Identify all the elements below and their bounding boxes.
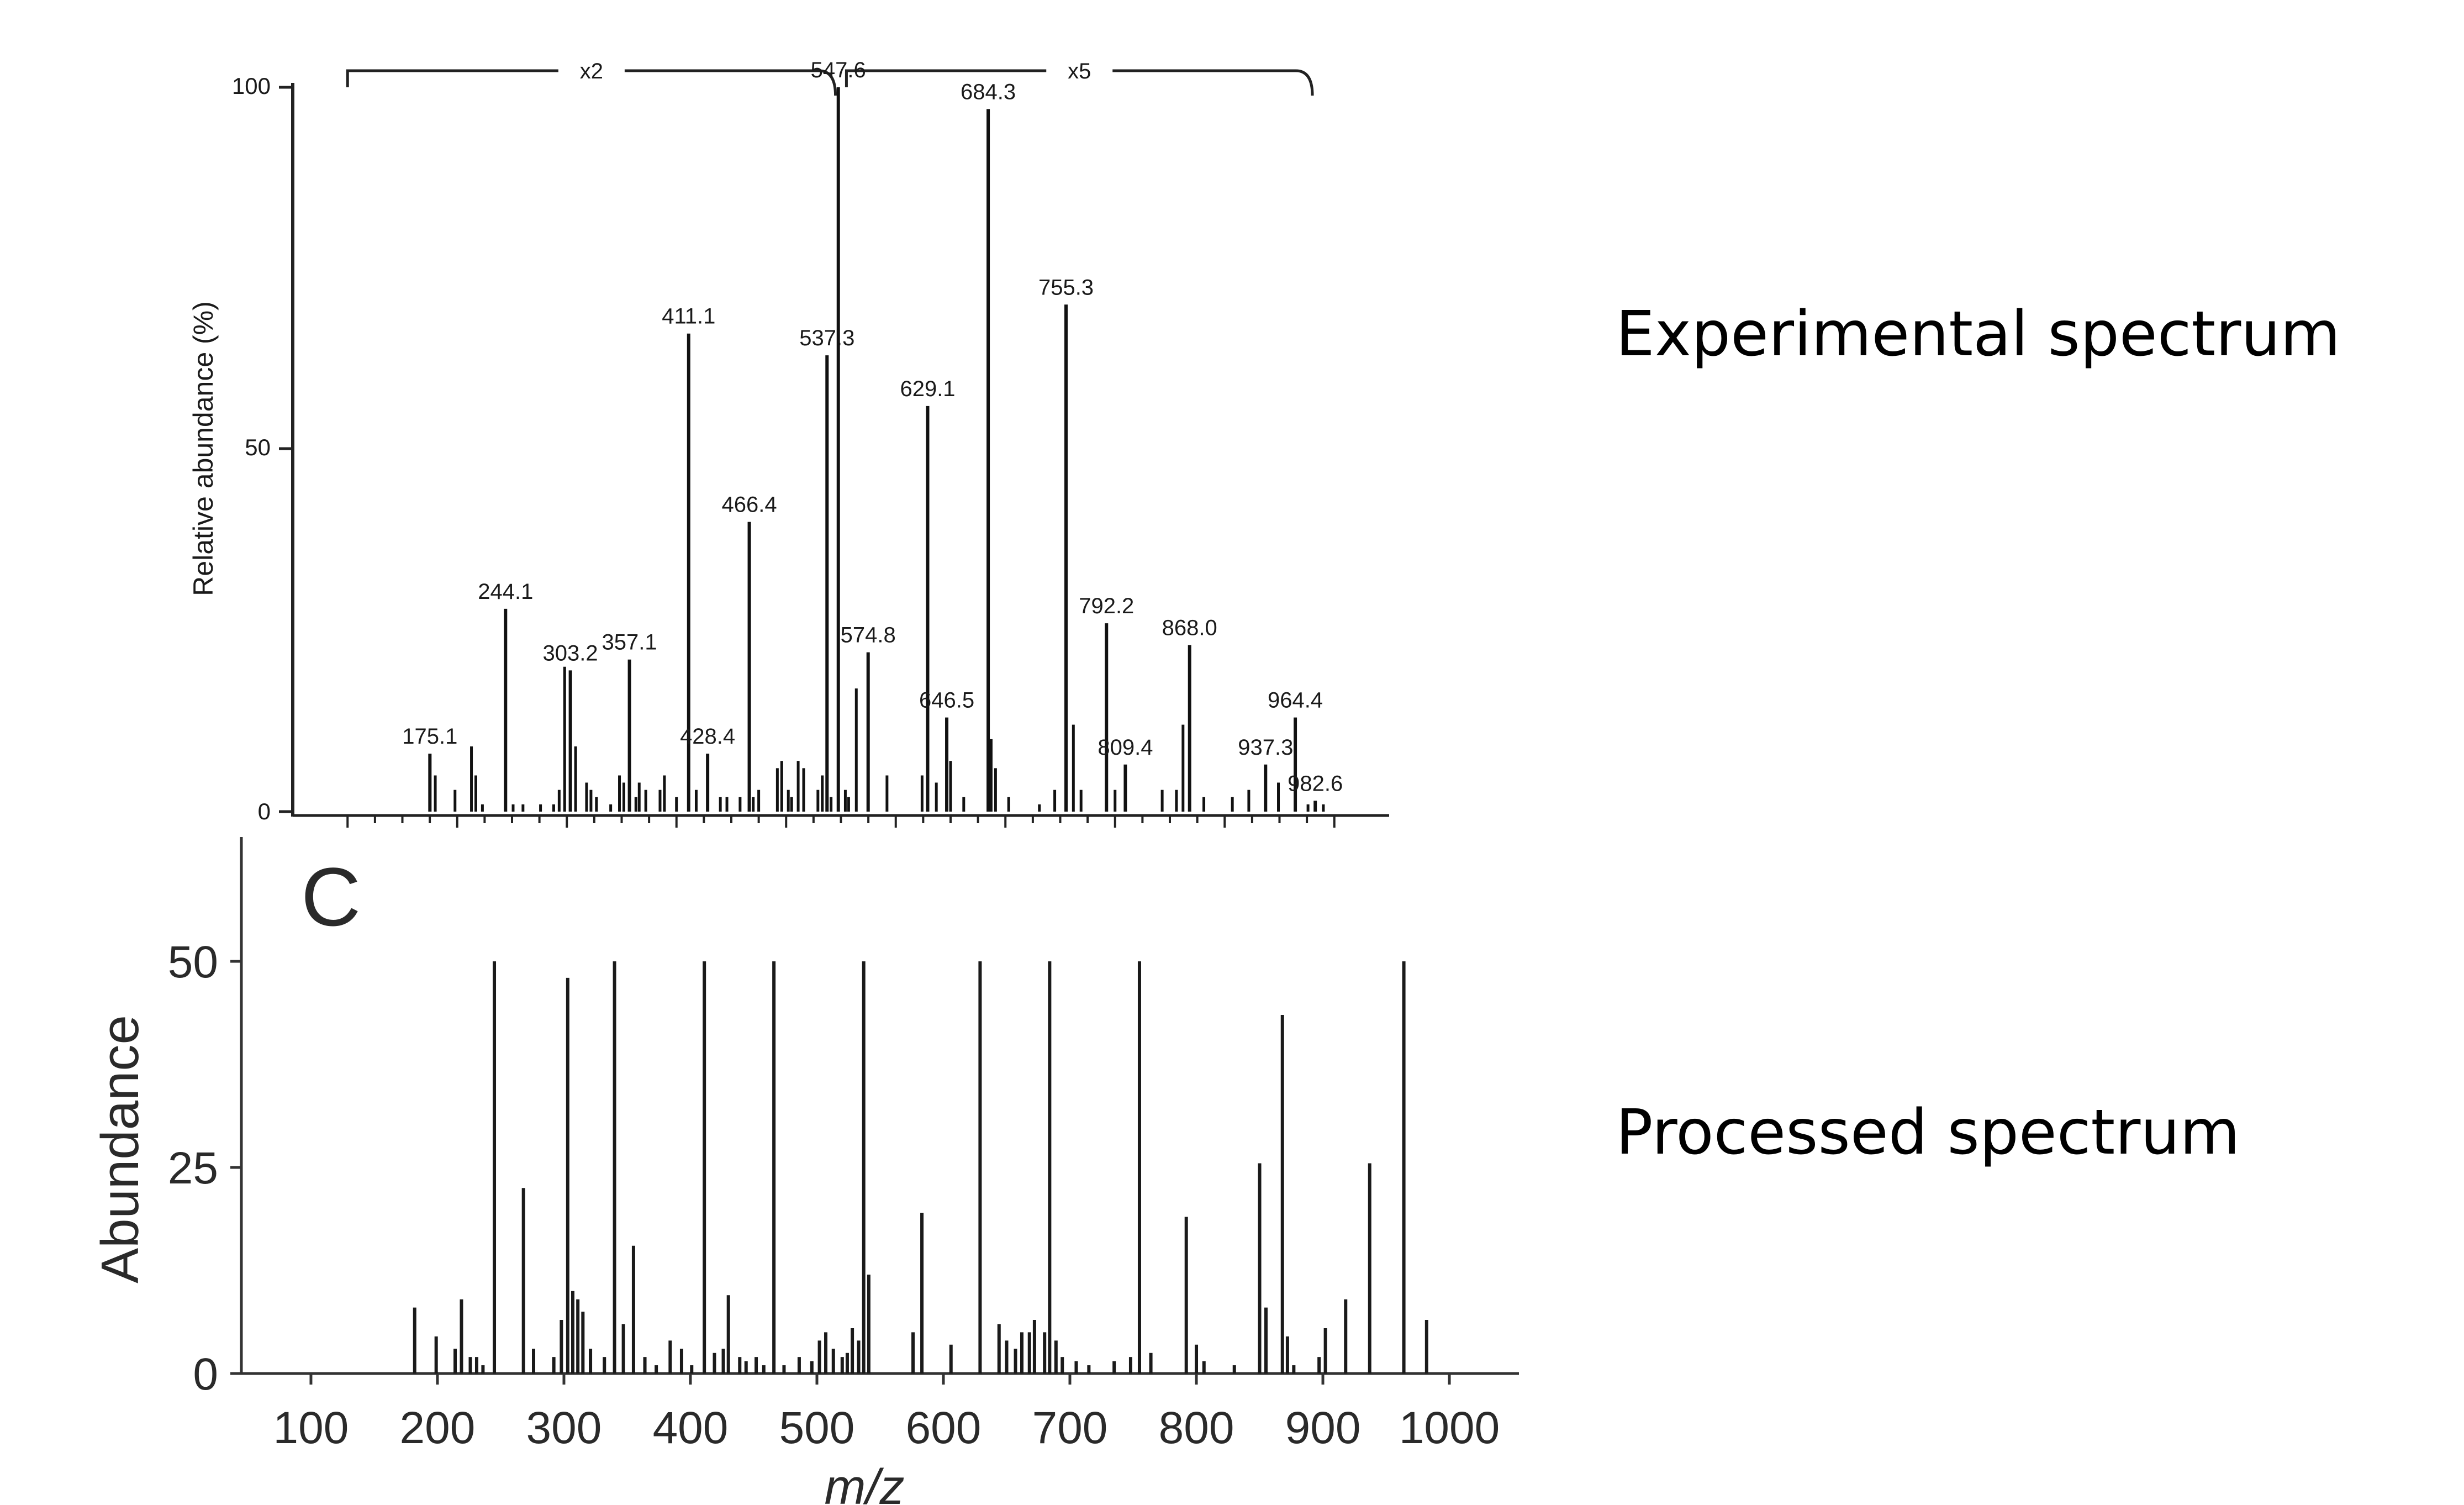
scale-bracket-right xyxy=(1112,69,1314,96)
bottom-peaks xyxy=(413,961,1428,1374)
top-peak-label: 537.3 xyxy=(799,326,854,350)
top-peak-label: 357.1 xyxy=(602,630,657,655)
top-y-tick-label-100: 100 xyxy=(232,73,271,99)
top-y-axis-label: Relative abundance (%) xyxy=(188,301,219,596)
top-peak-label: 937.3 xyxy=(1238,735,1293,760)
top-peak-label: 755.3 xyxy=(1038,275,1094,299)
bottom-y-tick-label-0: 0 xyxy=(193,1349,218,1399)
top-minor-peaks xyxy=(434,666,1325,812)
scale-bracket-right xyxy=(624,69,837,96)
bottom-x-tick-label: 100 xyxy=(273,1403,349,1453)
bottom-x-tick-label: 500 xyxy=(779,1403,855,1453)
bottom-x-tick-label: 400 xyxy=(653,1403,729,1453)
bottom-y-axis-label: Abundance xyxy=(91,1015,150,1283)
top-peak-label: 411.1 xyxy=(662,304,715,329)
top-peak-label: 428.4 xyxy=(680,724,735,749)
top-peak-label: 547.6 xyxy=(811,58,866,82)
panel-label: C xyxy=(301,850,361,943)
bottom-x-axis-label: m/z xyxy=(825,1460,905,1505)
top-y-tick-label-50: 50 xyxy=(245,434,271,460)
top-x-ticks xyxy=(346,815,1336,828)
experimental-spectrum-label: Experimental spectrum xyxy=(1616,298,2341,370)
bottom-y-ticks: 50 25 0 xyxy=(168,937,241,1399)
bottom-x-tick-label: 200 xyxy=(400,1403,476,1453)
top-labeled-peaks: 175.1 244.1 303.2 357.1 411.1 428.4 466.4 537.3… xyxy=(402,58,1343,812)
top-peak-label: 466.4 xyxy=(721,493,777,517)
top-peak-label: 809.4 xyxy=(1098,735,1153,760)
scale-annotation-label: x5 xyxy=(1068,59,1091,83)
top-peak-label: 244.1 xyxy=(478,580,533,604)
bottom-y-tick-label-25: 25 xyxy=(168,1143,218,1193)
bottom-x-tick-label: 800 xyxy=(1159,1403,1234,1453)
top-peak-label: 646.5 xyxy=(919,688,974,713)
top-peak-label: 982.6 xyxy=(1288,771,1343,796)
top-peak-label: 303.2 xyxy=(543,641,598,665)
scale-bracket-left xyxy=(845,69,1047,87)
bottom-x-tick-label: 1000 xyxy=(1399,1403,1500,1453)
bottom-x-ticks: 100 200 300 400 500 600 700 800 900 1000 xyxy=(273,1374,1500,1453)
processed-spectrum-chart: C 50 25 0 Abundance 100 200 300 400 500 600 70… xyxy=(91,837,1519,1505)
experimental-spectrum-chart: 100 50 0 Relative abundance (%) x2 x5 175… xyxy=(188,58,1389,828)
scale-annotation-label: x2 xyxy=(580,59,603,83)
scale-bracket-left xyxy=(346,69,558,87)
top-peak-label: 684.3 xyxy=(961,80,1016,104)
top-peak-label: 964.4 xyxy=(1268,688,1323,713)
scale-annotations: x2 x5 xyxy=(346,59,1314,96)
bottom-x-tick-label: 700 xyxy=(1032,1403,1108,1453)
top-peak-label: 629.1 xyxy=(900,377,955,401)
top-peak-label: 574.8 xyxy=(841,623,896,648)
bottom-x-tick-label: 600 xyxy=(906,1403,982,1453)
top-peak-label: 868.0 xyxy=(1162,615,1217,640)
processed-spectrum-label: Processed spectrum xyxy=(1616,1097,2240,1169)
top-y-axis: 100 50 0 Relative abundance (%) xyxy=(188,73,294,824)
top-y-ticks: 100 50 0 xyxy=(232,73,293,824)
bottom-y-tick-label-50: 50 xyxy=(168,937,218,987)
top-peak-label: 175.1 xyxy=(402,724,457,749)
top-y-tick-label-0: 0 xyxy=(258,798,271,824)
bottom-x-tick-label: 300 xyxy=(526,1403,602,1453)
top-peak-label: 792.2 xyxy=(1079,594,1134,618)
bottom-x-tick-label: 900 xyxy=(1285,1403,1361,1453)
